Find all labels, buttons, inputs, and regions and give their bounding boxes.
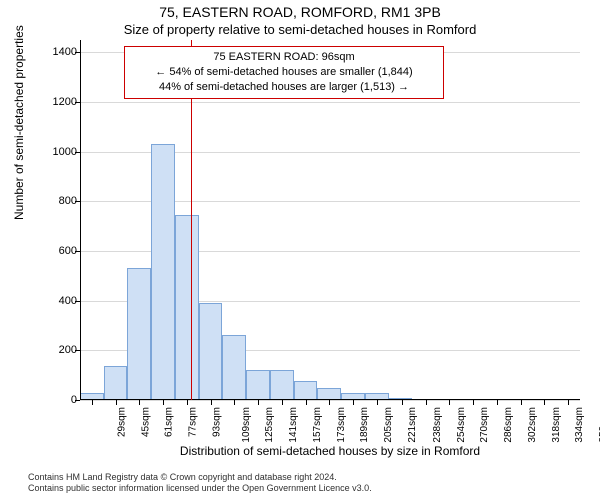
y-tick-label: 1400 <box>53 46 77 58</box>
y-tick-mark <box>75 251 80 252</box>
y-tick-label: 1200 <box>53 96 77 108</box>
x-tick-label: 141sqm <box>288 407 299 443</box>
x-tick-label: 238sqm <box>432 407 443 443</box>
y-tick-mark <box>75 152 80 153</box>
info-line-3: 44% of semi-detached houses are larger (… <box>129 80 439 95</box>
y-tick-mark <box>75 52 80 53</box>
histogram-bar <box>151 144 175 400</box>
x-tick-label: 29sqm <box>116 407 127 437</box>
x-tick-label: 93sqm <box>211 407 222 437</box>
histogram-bar <box>294 381 318 400</box>
y-tick-mark <box>75 301 80 302</box>
y-tick-mark <box>75 102 80 103</box>
x-tick-label: 318sqm <box>551 407 562 443</box>
copyright-line-2: Contains public sector information licen… <box>28 483 372 494</box>
histogram-chart: 75, EASTERN ROAD, ROMFORD, RM1 3PB Size … <box>0 0 600 500</box>
chart-subtitle: Size of property relative to semi-detach… <box>0 22 600 37</box>
x-tick-label: 302sqm <box>527 407 538 443</box>
x-tick-label: 205sqm <box>383 407 394 443</box>
x-tick-label: 125sqm <box>264 407 275 443</box>
x-tick-label: 109sqm <box>241 407 252 443</box>
info-line-2: ← 54% of semi-detached houses are smalle… <box>129 65 439 80</box>
x-tick-label: 221sqm <box>407 407 418 443</box>
x-tick-label: 61sqm <box>164 407 175 437</box>
y-axis-line <box>80 40 81 400</box>
x-tick-label: 173sqm <box>336 407 347 443</box>
histogram-bar <box>222 335 246 400</box>
info-line-1: 75 EASTERN ROAD: 96sqm <box>129 50 439 65</box>
x-tick-label: 189sqm <box>359 407 370 443</box>
copyright-text: Contains HM Land Registry data © Crown c… <box>28 472 372 495</box>
chart-title: 75, EASTERN ROAD, ROMFORD, RM1 3PB <box>0 4 600 20</box>
x-axis: 29sqm 45sqm 61sqm 77sqm 93sqm 109sqm 125sqm 141… <box>80 400 580 450</box>
y-tick-mark <box>75 201 80 202</box>
x-tick-label: 254sqm <box>456 407 467 443</box>
histogram-bar <box>199 303 223 400</box>
histogram-bar <box>104 366 128 400</box>
histogram-bar <box>175 215 199 400</box>
x-tick-label: 334sqm <box>574 407 585 443</box>
x-axis-label: Distribution of semi-detached houses by … <box>80 444 580 458</box>
x-tick-label: 45sqm <box>140 407 151 437</box>
y-axis: 0200400600800100012001400 <box>0 40 80 400</box>
histogram-bar <box>127 268 151 400</box>
histogram-bar <box>246 370 270 400</box>
y-tick-label: 1000 <box>53 146 77 158</box>
info-box: 75 EASTERN ROAD: 96sqm ← 54% of semi-det… <box>124 46 444 99</box>
x-tick-label: 270sqm <box>480 407 491 443</box>
y-tick-mark <box>75 350 80 351</box>
copyright-line-1: Contains HM Land Registry data © Crown c… <box>28 472 372 483</box>
histogram-bar <box>270 370 294 400</box>
x-tick-label: 157sqm <box>312 407 323 443</box>
x-tick-label: 286sqm <box>503 407 514 443</box>
x-tick-label: 77sqm <box>188 407 199 437</box>
